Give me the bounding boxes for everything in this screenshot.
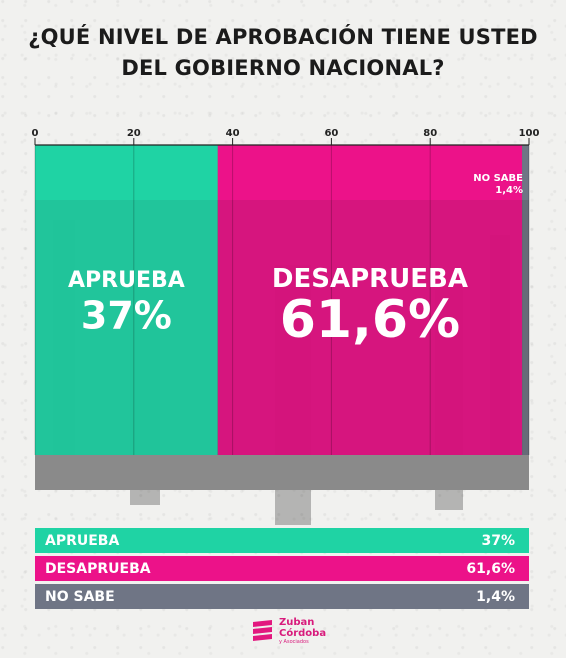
legend-label-desaprueba: DESAPRUEBA (45, 560, 151, 577)
bar-top-band-no-sabe (522, 145, 529, 200)
zuban-cordoba-logo: Zuban Córdoba y Asociados (252, 617, 326, 645)
tick-label-100: 100 (519, 128, 540, 139)
legend-row-desaprueba: DESAPRUEBA 61,6% (35, 556, 529, 581)
legend-label-aprueba: APRUEBA (45, 532, 120, 549)
tick-label-80: 80 (423, 128, 437, 139)
legend-value-desaprueba: 61,6% (466, 560, 515, 577)
tick-label-0: 0 (32, 128, 39, 139)
tick-label-40: 40 (226, 128, 240, 139)
tick-label-60: 60 (324, 128, 338, 139)
logo-text-line1: Zuban (279, 617, 315, 628)
legend-value-no-sabe: 1,4% (476, 588, 515, 605)
bar-no-sabe (522, 145, 529, 455)
bar-value-label-no-sabe: 1,4% (495, 185, 523, 196)
bar-top-band-desaprueba (217, 145, 523, 200)
bar-label-no-sabe: NO SABE (473, 173, 523, 184)
logo-text-line2: Córdoba (279, 628, 327, 639)
legend-value-aprueba: 37% (481, 532, 515, 549)
bar-value-label-aprueba: 37% (81, 294, 172, 338)
chart-title: ¿QUÉ NIVEL DE APROBACIÓN TIENE USTED DEL… (28, 25, 538, 80)
legend-row-aprueba: APRUEBA 37% (35, 528, 529, 553)
bar-top-band-aprueba (35, 145, 218, 200)
bar-label-aprueba: APRUEBA (68, 268, 185, 293)
bar-value-label-desaprueba: 61,6% (280, 290, 460, 350)
tick-label-20: 20 (127, 128, 141, 139)
logo-text-line3: y Asociados (279, 639, 309, 645)
photo-floor (35, 455, 529, 490)
bar-label-desaprueba: DESAPRUEBA (272, 264, 468, 294)
logo-mark-icon (253, 620, 272, 641)
legend-label-no-sabe: NO SABE (45, 588, 115, 605)
legend-row-no-sabe: NO SABE 1,4% (35, 584, 529, 609)
